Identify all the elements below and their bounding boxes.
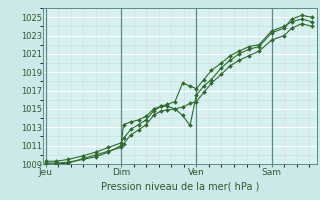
X-axis label: Pression niveau de la mer( hPa ): Pression niveau de la mer( hPa ) xyxy=(101,181,259,191)
